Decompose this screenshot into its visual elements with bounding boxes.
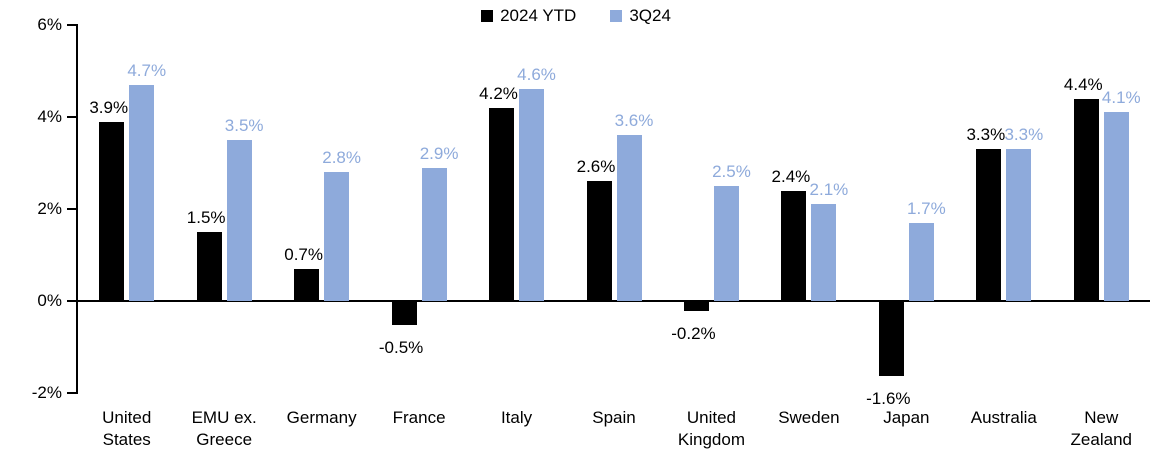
category-label: New Zealand [1070,408,1132,449]
bar-3q24 [226,140,252,301]
bar-3q24 [811,204,837,301]
y-axis-tick-label: 4% [37,107,62,126]
bar-3q24 [1006,149,1032,301]
category-label: Spain [592,408,636,427]
y-axis-tick [67,24,76,26]
value-label-2024-ytd: 0.7% [284,244,323,264]
value-label-2024-ytd: 2.4% [771,166,811,186]
y-axis-tick-label: 6% [37,15,62,34]
value-label-3q24: 2.9% [419,143,459,163]
chart-legend: 2024 YTD 3Q24 [0,6,1152,26]
legend-label-3q24: 3Q24 [629,6,671,25]
bar-3q24 [324,172,350,301]
bar-2024-ytd [196,232,222,301]
bar-3q24 [421,167,447,301]
value-label-3q24: 4.6% [517,65,556,85]
legend-swatch-3q24 [610,10,623,22]
bar-3q24 [1103,112,1129,301]
value-label-2024-ytd: 1.5% [186,208,226,227]
bar-2024-ytd [586,181,612,301]
value-label-2024-ytd: -1.6% [866,388,911,408]
legend-label-2024-ytd: 2024 YTD [500,6,577,25]
bar-3q24 [129,84,155,301]
y-axis-line [76,24,78,394]
value-label-2024-ytd: 2.6% [576,157,616,177]
value-label-3q24: 1.7% [906,198,946,218]
y-axis-tick [67,116,76,118]
value-label-3q24: 3.6% [614,111,654,131]
y-axis-tick-label: 0% [37,291,62,310]
y-axis-tick-label: -2% [31,383,62,402]
value-label-3q24: 2.5% [712,162,751,181]
value-label-2024-ytd: -0.2% [671,324,716,344]
value-label-3q24: 4.7% [127,60,167,80]
value-label-2024-ytd: 4.4% [1063,74,1103,94]
legend-item-3q24: 3Q24 [610,6,671,26]
bar-2024-ytd [489,107,515,301]
value-label-2024-ytd: -0.5% [378,338,424,357]
bar-2024-ytd [1073,98,1099,301]
category-label: United States [102,408,152,449]
value-label-2024-ytd: 4.2% [479,83,518,103]
bar-2024-ytd [99,121,125,301]
y-axis-tick [67,300,76,302]
value-label-3q24: 2.8% [322,148,361,168]
category-label: United Kingdom [677,408,745,449]
category-label: EMU ex. Greece [191,408,257,449]
category-label: Germany [286,408,357,427]
category-label: Japan [883,408,930,427]
bar-2024-ytd [683,302,709,312]
category-label: Australia [970,408,1037,427]
bar-2024-ytd [878,302,904,376]
value-label-3q24: 3.3% [1004,125,1044,145]
value-label-2024-ytd: 3.3% [966,125,1006,145]
legend-swatch-2024-ytd [481,10,494,22]
category-label: France [392,408,446,427]
y-axis-tick [67,392,76,394]
bar-2024-ytd [391,302,417,325]
value-label-3q24: 3.5% [224,116,264,135]
bar-3q24 [616,135,642,301]
value-label-2024-ytd: 3.9% [89,97,129,117]
y-axis-tick-label: 2% [37,199,62,218]
category-label: Italy [500,408,533,427]
bar-3q24 [713,186,739,301]
bar-2024-ytd [976,149,1002,301]
y-axis-tick [67,208,76,210]
value-label-3q24: 4.1% [1101,88,1141,108]
bar-3q24 [908,222,934,301]
legend-item-2024-ytd: 2024 YTD [481,6,576,26]
x-axis-baseline [76,300,1150,302]
bar-2024-ytd [781,190,807,301]
category-label: Sweden [778,408,840,427]
bar-2024-ytd [294,268,320,301]
value-label-3q24: 2.1% [809,180,849,200]
bar-3q24 [519,89,545,301]
